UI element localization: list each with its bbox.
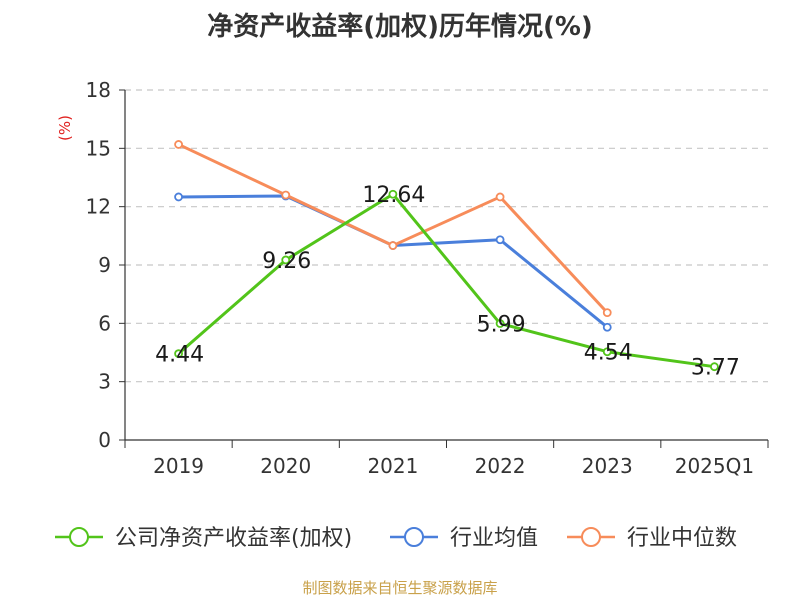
series-line — [177, 192, 715, 369]
data-point — [174, 192, 183, 202]
series-line — [177, 143, 609, 314]
data-point — [495, 235, 505, 245]
x-tick-label: 2023 — [582, 454, 633, 478]
legend-marker — [581, 527, 601, 547]
data-point — [388, 189, 398, 199]
chart-title: 净资产收益率(加权)历年情况(%) — [207, 12, 593, 42]
data-point — [174, 140, 183, 149]
x-tick-label: 2019 — [153, 454, 204, 478]
y-tick-label: 3 — [98, 370, 111, 394]
y-tick-label: 12 — [86, 195, 111, 219]
data-point — [602, 347, 612, 357]
series-line — [178, 194, 609, 329]
series-group — [174, 140, 719, 372]
legend-label: 公司净资产收益率(加权) — [115, 526, 352, 551]
x-tick-label: 2020 — [260, 454, 311, 478]
axes: 0 3 6 9 12 15 18 (%) 2019 2020 2021 2022 2023 2025Q1 — [56, 78, 769, 478]
x-tick-label: 2022 — [475, 454, 526, 478]
y-tick-label: 9 — [98, 253, 111, 277]
data-label: 3.77 — [691, 356, 740, 381]
x-tick-label: 2021 — [367, 454, 418, 478]
data-label: 4.44 — [155, 343, 204, 368]
legend-marker — [69, 527, 89, 547]
y-axis-title: (%) — [56, 115, 74, 141]
data-label: 9.26 — [262, 249, 311, 274]
data-label: 5.99 — [477, 313, 526, 338]
data-point — [710, 362, 719, 372]
legend-label: 行业中位数 — [627, 526, 737, 551]
data-label: 12.64 — [362, 183, 425, 208]
data-label: 4.54 — [584, 341, 633, 366]
source-footer: 制图数据来自恒生聚源数据库 — [302, 579, 498, 597]
data-point — [602, 322, 612, 332]
legend: 公司净资产收益率(加权) 行业均值 行业中位数 — [55, 526, 737, 551]
data-point — [174, 349, 183, 359]
y-tick-label: 15 — [86, 136, 111, 160]
data-point — [281, 255, 291, 265]
legend-marker — [404, 527, 424, 547]
y-tick-label: 18 — [86, 78, 111, 102]
y-tick-label: 6 — [98, 311, 111, 335]
data-labels: 4.44 9.26 12.64 5.99 4.54 3.77 — [155, 183, 740, 380]
x-tick-label: 2025Q1 — [675, 454, 754, 478]
data-point — [495, 192, 505, 202]
y-tick-label: 0 — [98, 428, 111, 452]
data-point — [388, 241, 398, 250]
grid-lines — [125, 89, 768, 383]
legend-label: 行业均值 — [450, 526, 538, 551]
data-point — [602, 308, 612, 318]
data-point — [495, 319, 505, 328]
data-point — [281, 190, 291, 200]
